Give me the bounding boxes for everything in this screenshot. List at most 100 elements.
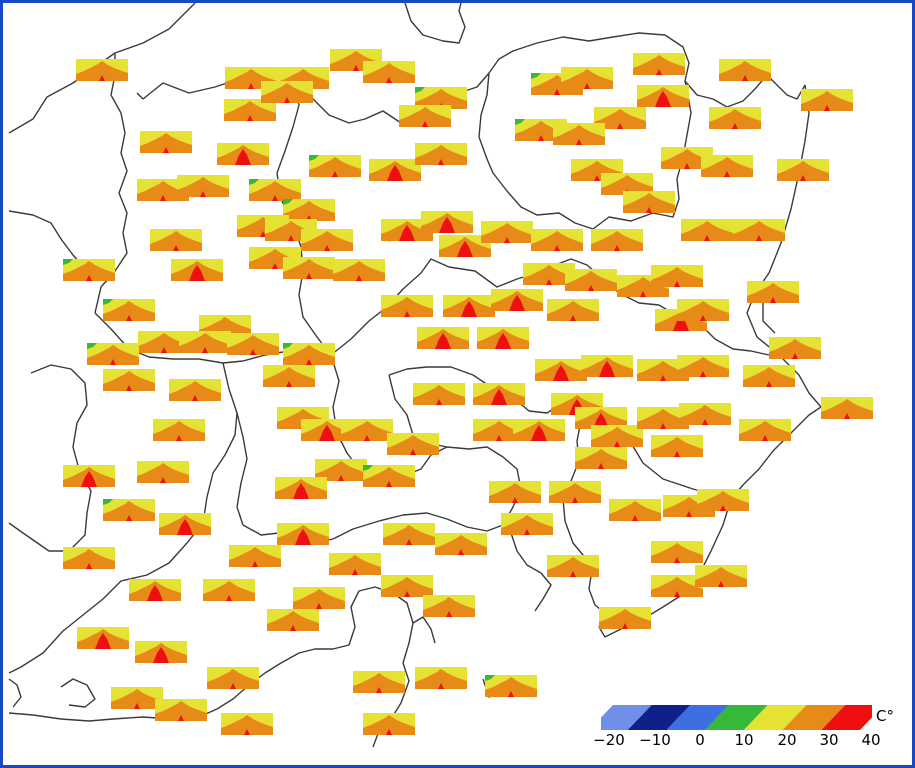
glyph-hot-core [576, 139, 582, 145]
legend-tick-label: 0 [695, 731, 705, 749]
glyph-hot-core [230, 683, 236, 689]
glyph-hot-core [286, 381, 292, 387]
station-glyph [681, 219, 733, 241]
glyph-hot-core [674, 281, 680, 287]
glyph-profile [363, 63, 415, 83]
boundary-line [404, 3, 466, 44]
station-glyph [249, 179, 301, 201]
glyph-profile [549, 483, 601, 503]
glyph-profile [637, 409, 689, 429]
legend-unit-label: C° [876, 707, 894, 725]
glyph-profile [103, 371, 155, 391]
glyph-profile [87, 345, 139, 365]
glyph-hot-core [284, 97, 290, 103]
station-glyph [733, 219, 785, 241]
station-glyph [137, 461, 189, 483]
station-glyph [661, 147, 713, 169]
glyph-profile [413, 385, 465, 405]
glyph-hot-core [674, 451, 680, 457]
boundary-line [8, 210, 88, 272]
glyph-profile [677, 301, 729, 321]
glyph-hot-core [126, 315, 132, 321]
station-glyph [719, 59, 771, 81]
station-glyph [261, 81, 313, 103]
glyph-hot-core [724, 171, 730, 177]
station-glyph [609, 499, 661, 521]
station-glyph [651, 575, 703, 597]
station-glyph [443, 295, 495, 317]
glyph-hot-core [438, 159, 444, 165]
station-glyph [159, 513, 211, 535]
station-glyph [283, 343, 335, 365]
glyph-hot-core [554, 89, 560, 95]
glyph-profile [381, 577, 433, 597]
station-glyph [77, 627, 129, 649]
glyph-hot-core [399, 225, 415, 241]
glyph-profile [561, 69, 613, 89]
glyph-profile [103, 301, 155, 321]
station-glyph [203, 579, 255, 601]
legend-tick-label: −20 [593, 731, 625, 749]
glyph-hot-core [376, 687, 382, 693]
glyph-profile [719, 61, 771, 81]
glyph-hot-core [762, 435, 768, 441]
glyph-hot-core [319, 425, 335, 441]
glyph-cold-corner [531, 73, 541, 79]
glyph-hot-core [324, 245, 330, 251]
glyph-hot-core [766, 381, 772, 387]
station-glyph [485, 675, 537, 697]
glyph-profile [63, 549, 115, 569]
glyph-hot-core [491, 389, 507, 405]
glyph-hot-core [247, 115, 253, 121]
glyph-profile [633, 55, 685, 75]
station-glyph [637, 407, 689, 429]
glyph-profile [701, 157, 753, 177]
glyph-hot-core [512, 497, 518, 503]
glyph-cold-corner [415, 87, 425, 93]
glyph-hot-core [272, 195, 278, 201]
station-glyph [491, 289, 543, 311]
station-glyph [435, 533, 487, 555]
glyph-profile [111, 689, 163, 709]
glyph-hot-core [252, 561, 258, 567]
station-glyph [561, 67, 613, 89]
station-glyph [381, 219, 433, 241]
glyph-hot-core [617, 123, 623, 129]
glyph-hot-core [720, 505, 726, 511]
glyph-hot-core [290, 625, 296, 631]
legend-tick-label: 10 [734, 731, 754, 749]
glyph-hot-core [272, 263, 278, 269]
glyph-profile [155, 701, 207, 721]
station-glyph [535, 359, 587, 381]
glyph-hot-core [110, 359, 116, 365]
station-glyph [179, 331, 231, 353]
boundary-line [94, 53, 128, 314]
glyph-profile [363, 715, 415, 735]
glyph-cold-corner [103, 499, 113, 505]
glyph-cold-corner [485, 675, 495, 681]
glyph-hot-core [531, 425, 547, 441]
station-glyph [651, 541, 703, 563]
glyph-hot-core [673, 315, 689, 331]
station-glyph [701, 155, 753, 177]
glyph-profile [381, 297, 433, 317]
glyph-hot-core [538, 135, 544, 141]
glyph-profile [617, 277, 669, 297]
glyph-profile [203, 581, 255, 601]
station-glyph [399, 105, 451, 127]
glyph-cold-corner [363, 465, 373, 471]
glyph-profile [177, 177, 229, 197]
glyph-profile [229, 547, 281, 567]
glyph-profile [283, 345, 335, 365]
legend-color-bar [601, 705, 872, 730]
station-glyph [150, 229, 202, 251]
station-glyph [637, 85, 689, 107]
glyph-profile [341, 421, 393, 441]
glyph-profile [651, 267, 703, 287]
glyph-profile [547, 301, 599, 321]
glyph-hot-core [674, 557, 680, 563]
station-glyph [739, 419, 791, 441]
glyph-hot-core [584, 83, 590, 89]
station-glyph [439, 235, 491, 257]
station-glyph [341, 419, 393, 441]
